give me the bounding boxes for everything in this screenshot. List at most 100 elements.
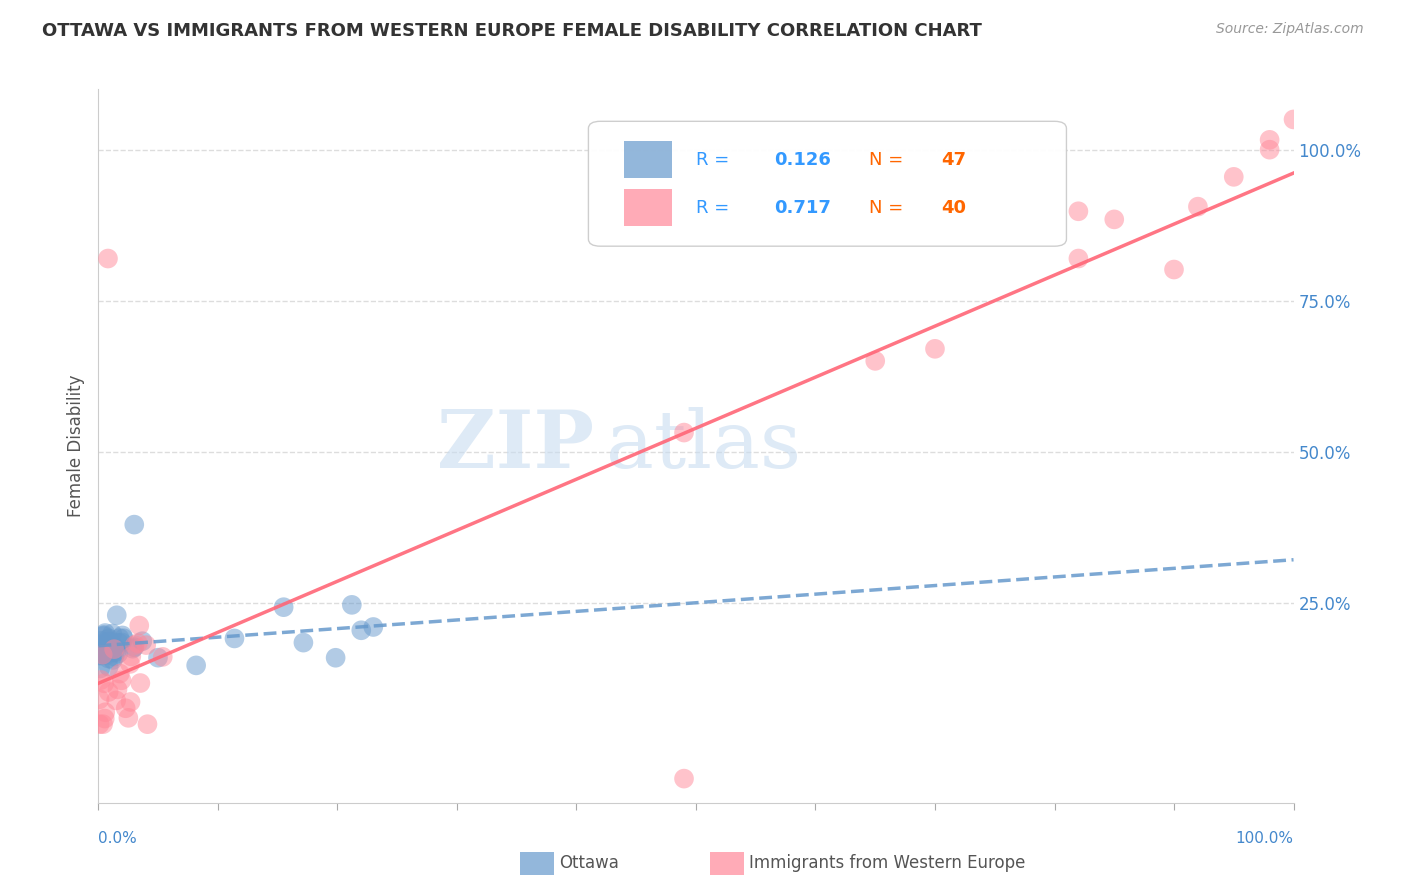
Point [98,644,121,658]
Text: N =: N = [869,151,910,169]
Text: atlas: atlas [606,407,801,485]
Text: 0.126: 0.126 [773,151,831,169]
Point [90,633,112,648]
Point [91,717,114,731]
Text: R =: R = [696,199,735,217]
FancyBboxPatch shape [588,121,1067,246]
Point [325,650,347,665]
Point [91,648,114,662]
Bar [624,189,672,227]
Point [100,642,122,657]
Text: 47: 47 [941,151,966,169]
Text: OTTAWA VS IMMIGRANTS FROM WESTERN EUROPE FEMALE DISABILITY CORRELATION CHART: OTTAWA VS IMMIGRANTS FROM WESTERN EUROPE… [42,22,981,40]
Point [273,600,295,615]
Text: Ottawa: Ottawa [560,855,620,872]
Point [1222,169,1246,184]
Point [1067,204,1090,219]
Point [97,659,120,673]
Point [103,649,125,664]
Point [105,645,128,659]
Text: N =: N = [869,199,910,217]
Bar [624,141,672,178]
Point [96,642,118,657]
Point [97,632,120,646]
Point [90,673,112,687]
Point [107,682,129,697]
Point [863,354,887,368]
Point [94,626,117,640]
Point [89,692,111,706]
Point [1163,262,1185,277]
Text: Immigrants from Western Europe: Immigrants from Western Europe [749,855,1026,872]
Point [1258,133,1281,147]
Point [98,634,121,648]
Point [129,676,152,690]
Point [112,632,135,646]
Point [105,693,128,707]
Text: 100.0%: 100.0% [1236,831,1294,846]
Point [93,629,115,643]
Y-axis label: Female Disability: Female Disability [66,375,84,517]
Point [1187,200,1209,214]
Point [105,608,128,623]
Point [97,252,120,266]
Point [107,647,129,661]
Point [673,772,696,786]
Point [89,717,111,731]
Point [91,644,114,658]
Point [117,711,139,725]
Point [1282,112,1305,127]
Point [292,635,315,649]
Text: R =: R = [696,151,735,169]
Point [89,646,111,660]
Point [673,425,696,440]
Point [121,641,143,656]
Text: 40: 40 [941,199,966,217]
Point [89,637,111,651]
Point [135,638,157,652]
Point [89,643,111,657]
Point [146,650,169,665]
Point [90,646,112,660]
Point [101,626,124,640]
Point [924,342,946,356]
Point [108,666,131,681]
Point [110,673,132,688]
Point [111,635,134,649]
Point [114,701,136,715]
Point [1067,252,1090,266]
Point [131,634,153,648]
Point [103,642,125,657]
Point [363,620,385,634]
Point [136,717,159,731]
Point [111,628,134,642]
Text: ZIP: ZIP [437,407,595,485]
Point [93,628,115,642]
Point [128,618,150,632]
Point [101,653,124,667]
Point [93,712,115,726]
Text: 0.0%: 0.0% [98,831,138,846]
Point [340,598,363,612]
Text: 0.717: 0.717 [773,199,831,217]
Point [108,631,131,645]
Point [90,648,112,662]
Point [104,640,127,655]
Point [122,640,145,655]
Point [120,649,142,664]
Point [1258,143,1281,157]
Point [89,661,111,675]
Point [89,648,111,663]
Text: Source: ZipAtlas.com: Source: ZipAtlas.com [1216,22,1364,37]
Point [97,651,120,665]
Point [127,636,149,650]
Point [350,624,373,638]
Point [124,638,146,652]
Point [97,685,120,699]
Point [1102,212,1125,227]
Point [93,676,115,690]
Point [103,645,125,659]
Point [124,517,146,532]
Point [152,649,174,664]
Point [120,695,142,709]
